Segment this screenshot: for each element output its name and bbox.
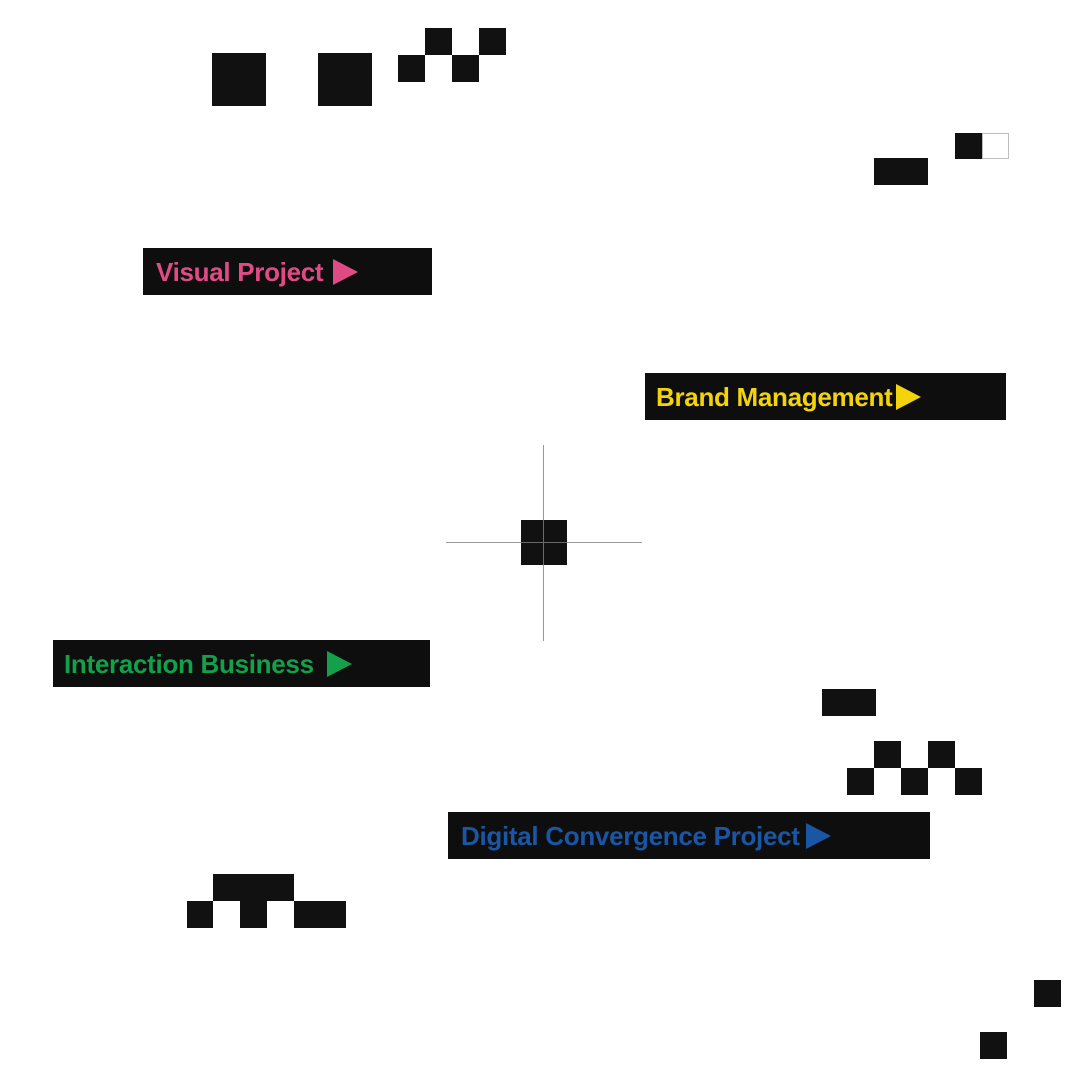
pixel-block <box>955 768 982 795</box>
pixel-block <box>240 901 267 928</box>
crosshair-horizontal-overlay <box>521 542 567 543</box>
play-triangle-icon <box>326 650 352 677</box>
play-triangle-icon <box>805 822 831 849</box>
play-triangle-icon <box>333 258 359 285</box>
pixel-block <box>847 768 874 795</box>
pixel-block <box>980 1032 1007 1059</box>
pixel-block <box>901 768 928 795</box>
interaction-business-label: Interaction Business <box>64 648 314 679</box>
pixel-block <box>874 158 928 185</box>
pixel-block-outline <box>982 133 1009 159</box>
play-triangle-icon <box>896 383 922 410</box>
crosshair-vertical-overlay <box>543 520 544 565</box>
pixel-block <box>822 689 876 716</box>
visual-project-label: Visual Project <box>156 256 324 287</box>
pixel-block <box>1034 980 1061 1007</box>
pixel-block <box>928 741 955 768</box>
visual-project-link[interactable]: Visual Project <box>143 248 432 295</box>
digital-convergence-project-label: Digital Convergence Project <box>461 820 800 851</box>
pixel-block <box>452 55 479 82</box>
pixel-block <box>398 55 425 82</box>
pixel-block <box>479 28 506 55</box>
pixel-block <box>294 901 346 928</box>
pixel-block <box>213 874 294 901</box>
pixel-block <box>318 53 372 106</box>
brand-management-link[interactable]: Brand Management <box>645 373 1006 420</box>
pixel-block <box>187 901 213 928</box>
digital-convergence-project-link[interactable]: Digital Convergence Project <box>448 812 930 859</box>
pixel-block <box>874 741 901 768</box>
interaction-business-link[interactable]: Interaction Business <box>53 640 430 687</box>
brand-management-label: Brand Management <box>656 381 893 412</box>
pixel-block <box>425 28 452 55</box>
pixel-block <box>955 133 982 159</box>
pixel-block <box>212 53 266 106</box>
